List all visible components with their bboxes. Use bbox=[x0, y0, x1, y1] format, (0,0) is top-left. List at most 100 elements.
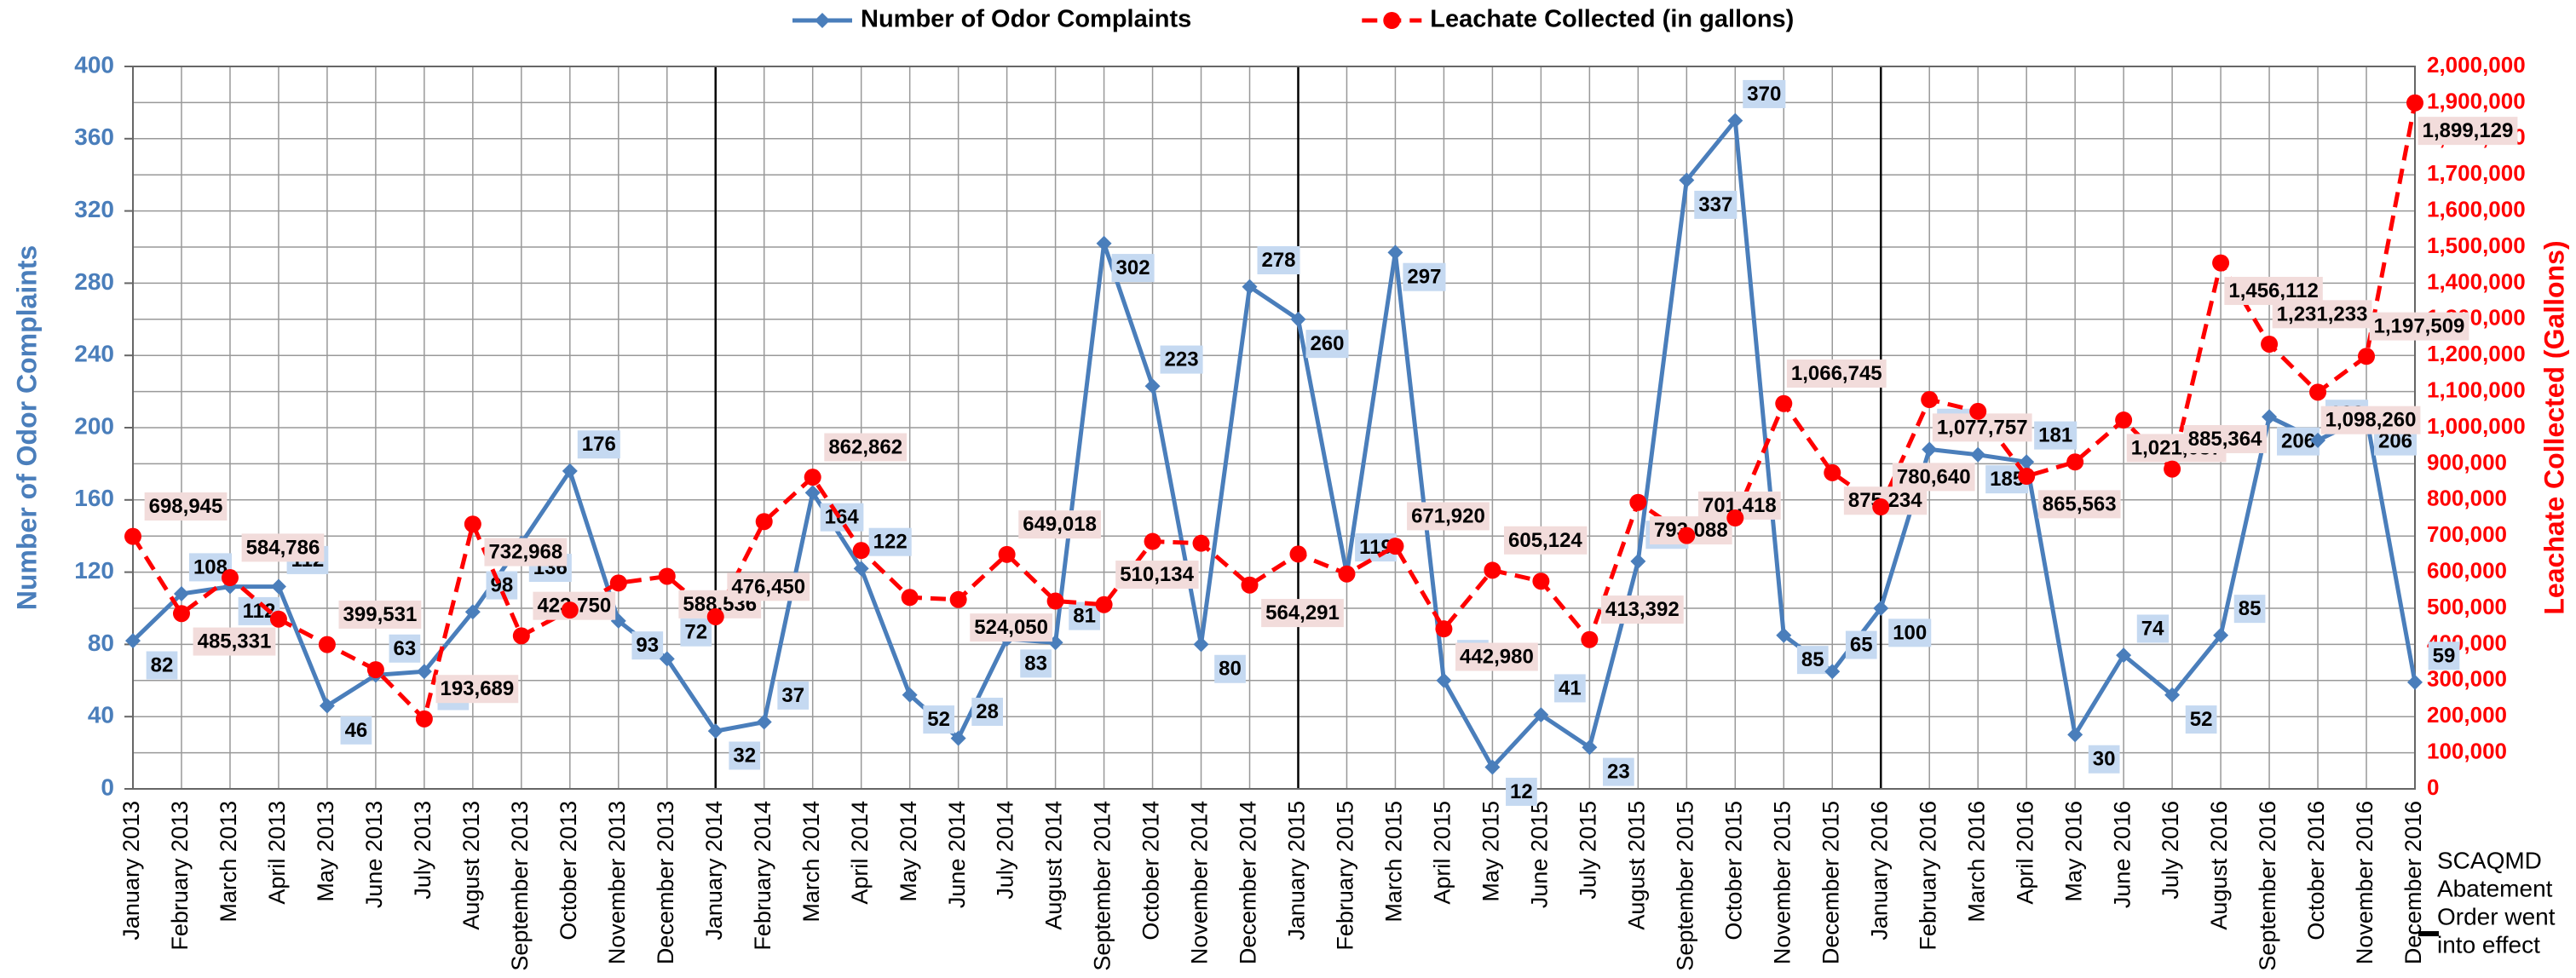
x-tick-label: September 2014 bbox=[1090, 801, 1115, 971]
data-label-bg bbox=[1504, 526, 1588, 555]
marker bbox=[172, 605, 190, 623]
data-label: 698,945 bbox=[149, 495, 223, 518]
data-label: 278 bbox=[1261, 249, 1295, 272]
marker bbox=[2164, 687, 2181, 703]
marker bbox=[852, 542, 870, 560]
marker bbox=[609, 574, 627, 592]
data-label: 1,066,745 bbox=[1791, 362, 1882, 385]
data-label: 193,689 bbox=[440, 677, 514, 700]
data-label: 1,077,757 bbox=[1937, 416, 2028, 439]
data-label: 12 bbox=[1510, 780, 1533, 803]
data-label: 108 bbox=[193, 555, 228, 578]
y2-tick-label: 700,000 bbox=[2427, 521, 2507, 547]
data-label-bg bbox=[970, 613, 1053, 642]
data-label-bg bbox=[193, 627, 276, 656]
data-label: 862,862 bbox=[828, 435, 902, 458]
data-label-bg bbox=[1603, 757, 1634, 786]
data-label: 510,134 bbox=[1120, 563, 1194, 586]
data-label-bg bbox=[1892, 463, 1975, 492]
y2-tick-label: 1,900,000 bbox=[2427, 88, 2526, 113]
marker bbox=[1532, 572, 1550, 590]
x-tick-label: October 2015 bbox=[1720, 801, 1746, 941]
marker bbox=[319, 698, 335, 714]
x-tick-label: March 2013 bbox=[216, 801, 241, 923]
marker bbox=[173, 586, 189, 602]
marker bbox=[1630, 553, 1646, 569]
marker bbox=[1970, 446, 1986, 463]
x-tick-label: December 2015 bbox=[1818, 801, 1843, 964]
x-tick-label: November 2015 bbox=[1769, 801, 1795, 964]
data-label-bg bbox=[820, 503, 864, 532]
y2-tick-label: 1,500,000 bbox=[2427, 233, 2526, 258]
data-label: 93 bbox=[636, 634, 659, 657]
data-label: 164 bbox=[825, 506, 860, 529]
data-label: 81 bbox=[1073, 605, 1096, 628]
y2-tick-label: 1,100,000 bbox=[2427, 377, 2526, 402]
data-label: 1,231,233 bbox=[2277, 302, 2368, 325]
data-label-bg bbox=[2185, 705, 2217, 734]
data-label: 442,980 bbox=[1460, 646, 1534, 669]
data-label-bg bbox=[146, 651, 178, 680]
data-label-bg bbox=[2037, 490, 2121, 519]
x-tick-label: March 2014 bbox=[798, 801, 824, 923]
x-tick-label: April 2015 bbox=[1430, 801, 1455, 905]
marker bbox=[1387, 244, 1403, 261]
data-label-bg bbox=[1694, 190, 1738, 219]
x-tick-label: July 2015 bbox=[1575, 801, 1600, 900]
legend-label: Leachate Collected (in gallons) bbox=[1430, 6, 1794, 33]
marker bbox=[366, 661, 384, 679]
marker bbox=[1582, 739, 1598, 756]
data-label-bg bbox=[1111, 254, 1155, 283]
marker bbox=[706, 607, 724, 625]
x-tick-label: August 2013 bbox=[458, 801, 484, 930]
x-tick-label: February 2014 bbox=[750, 801, 775, 951]
data-label-bg bbox=[2320, 406, 2421, 434]
x-tick-label: October 2013 bbox=[556, 801, 581, 941]
data-label-bg bbox=[2034, 421, 2078, 450]
marker bbox=[2261, 335, 2279, 353]
marker bbox=[1484, 759, 1501, 775]
y-tick-label: 200 bbox=[74, 412, 114, 439]
data-label: 671,920 bbox=[1411, 504, 1485, 527]
x-tick-label: July 2013 bbox=[410, 801, 435, 900]
marker bbox=[318, 636, 336, 653]
data-label-bg bbox=[2428, 641, 2460, 670]
data-label: 370 bbox=[1747, 83, 1781, 106]
x-tick-label: August 2014 bbox=[1041, 801, 1067, 930]
marker bbox=[1096, 235, 1112, 251]
data-label: 74 bbox=[2141, 617, 2164, 640]
marker bbox=[998, 545, 1016, 563]
marker bbox=[2019, 454, 2035, 470]
data-label-bg bbox=[729, 741, 761, 770]
data-label: 28 bbox=[976, 700, 999, 723]
y-tick-label: 40 bbox=[88, 702, 114, 728]
marker bbox=[2213, 627, 2229, 643]
data-label-bg bbox=[435, 675, 519, 704]
y-tick-label: 160 bbox=[74, 485, 114, 511]
data-label-bg bbox=[2369, 312, 2469, 341]
y2-tick-label: 1,200,000 bbox=[2427, 341, 2526, 366]
x-tick-label: February 2013 bbox=[167, 801, 193, 951]
y2-axis-title: Leachate Collected (Gallons) bbox=[2539, 240, 2569, 614]
marker bbox=[902, 687, 918, 703]
marker bbox=[1776, 627, 1792, 643]
marker bbox=[950, 730, 966, 746]
data-label: 605,124 bbox=[1508, 529, 1582, 552]
y2-tick-label: 1,600,000 bbox=[2427, 196, 2526, 221]
legend-label: Number of Odor Complaints bbox=[861, 6, 1191, 33]
data-label: 1,899,129 bbox=[2423, 119, 2514, 142]
data-label: 337 bbox=[1698, 193, 1732, 216]
marker bbox=[1338, 565, 1356, 583]
marker bbox=[124, 527, 141, 545]
data-label: 485,331 bbox=[198, 630, 272, 653]
x-tick-label: August 2015 bbox=[1623, 801, 1649, 930]
marker bbox=[415, 710, 433, 728]
annotation: SCAQMD bbox=[2437, 847, 2542, 873]
data-label: 302 bbox=[1116, 256, 1150, 279]
marker bbox=[2164, 460, 2181, 478]
marker bbox=[2407, 674, 2423, 690]
marker bbox=[2066, 453, 2084, 471]
marker bbox=[1193, 636, 1209, 653]
marker bbox=[1678, 526, 1696, 544]
marker bbox=[2115, 411, 2133, 429]
